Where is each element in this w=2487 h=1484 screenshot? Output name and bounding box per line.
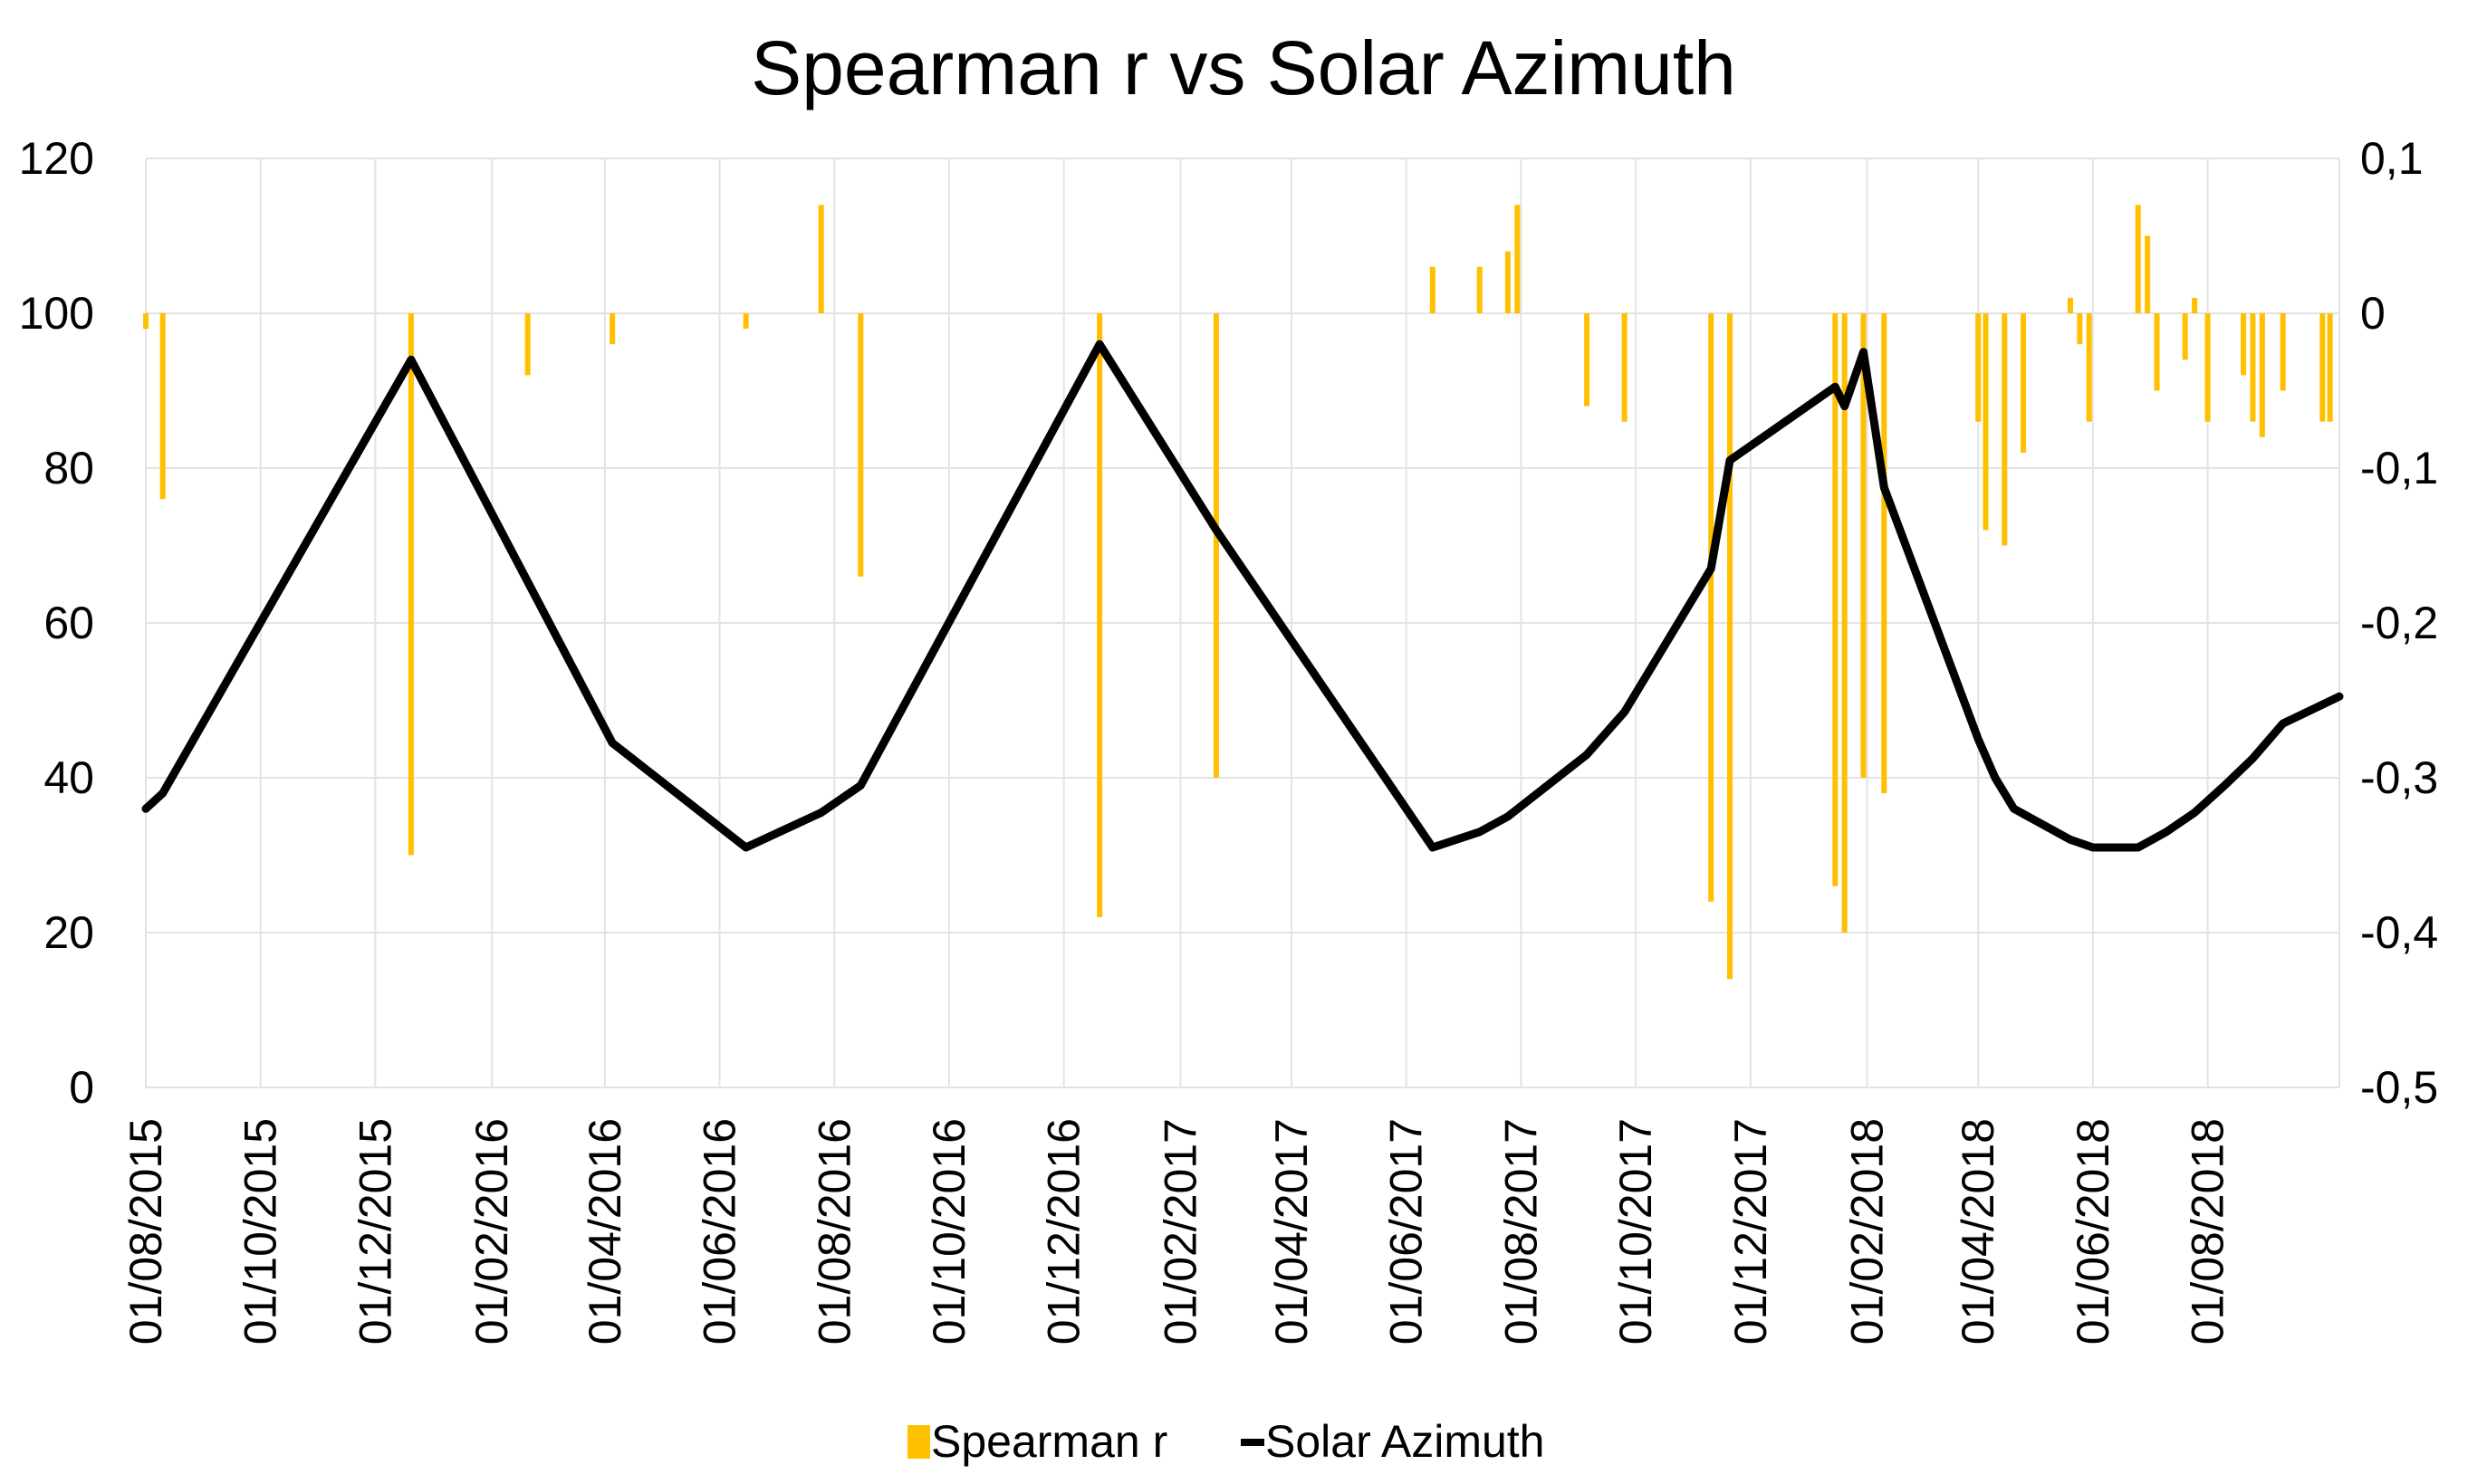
x-tick-label: 01/02/2018	[1842, 1118, 1893, 1345]
spearman-bar	[524, 313, 531, 376]
x-tick-label: 01/08/2015	[120, 1118, 171, 1345]
x-tick-label: 01/04/2018	[1953, 1118, 2003, 1345]
x-tick-label: 01/06/2016	[695, 1118, 745, 1345]
legend-swatch-spearman	[907, 1425, 930, 1459]
x-tick-label: 01/12/2015	[350, 1118, 400, 1345]
y-right-tick-label: -0,3	[2360, 752, 2438, 803]
spearman-bar	[1726, 313, 1733, 980]
y-left-tick-label: 80	[43, 443, 94, 493]
spearman-bar	[2135, 205, 2141, 313]
spearman-bar	[2319, 313, 2326, 422]
spearman-bar	[2241, 313, 2247, 376]
spearman-bar	[2021, 313, 2027, 453]
spearman-bar	[2002, 313, 2008, 546]
x-tick-label: 01/08/2017	[1495, 1118, 1546, 1345]
spearman-bar	[143, 313, 149, 330]
spearman-bar	[610, 313, 616, 345]
y-left-tick-label: 100	[19, 288, 94, 339]
x-tick-label: 01/08/2016	[809, 1118, 859, 1345]
spearman-bar	[1975, 313, 1982, 422]
spearman-bar	[2327, 313, 2333, 422]
spearman-bar	[1213, 313, 1219, 778]
spearman-bar	[2182, 313, 2188, 360]
x-tick-label: 01/06/2018	[2068, 1118, 2118, 1345]
y-left-tick-label: 40	[43, 752, 94, 803]
x-axis-ticks: 01/08/2015 01/10/2015 01/12/2015 01/02/2016…	[120, 1118, 2233, 1345]
y-left-tick-label: 0	[69, 1062, 94, 1113]
y-left-tick-label: 60	[43, 598, 94, 648]
y-right-tick-label: -0,1	[2360, 443, 2438, 493]
legend-label-spearman: Spearman r	[931, 1416, 1167, 1467]
y-right-tick-label: -0,2	[2360, 598, 2438, 648]
x-tick-label: 01/10/2015	[235, 1118, 286, 1345]
spearman-bar	[2154, 313, 2160, 391]
spearman-bars	[143, 205, 2333, 980]
spearman-bar	[2086, 313, 2092, 422]
spearman-bar	[1708, 313, 1714, 902]
spearman-bar	[1983, 313, 1989, 531]
spearman-bar	[2145, 235, 2151, 313]
x-tick-label: 01/12/2017	[1725, 1118, 1776, 1345]
spearman-bar	[2259, 313, 2265, 437]
legend: Spearman r Solar Azimuth	[907, 1416, 1544, 1467]
spearman-bar	[1097, 313, 1103, 917]
legend-label-azimuth: Solar Azimuth	[1265, 1416, 1544, 1467]
spearman-bar	[1429, 266, 1436, 313]
x-tick-label: 01/02/2017	[1156, 1118, 1206, 1345]
spearman-bar	[1881, 313, 1887, 794]
y-left-tick-label: 20	[43, 907, 94, 958]
spearman-bar	[159, 313, 166, 500]
spearman-bar	[1514, 205, 1521, 313]
spearman-bar	[2204, 313, 2211, 422]
spearman-bar	[858, 313, 864, 577]
y-left-tick-label: 120	[19, 133, 94, 184]
azimuth-line-group	[141, 340, 2344, 852]
spearman-bar	[818, 205, 824, 313]
x-tick-label: 01/10/2016	[924, 1118, 975, 1345]
x-tick-label: 01/10/2017	[1610, 1118, 1661, 1345]
spearman-bar	[743, 313, 749, 330]
solar-azimuth-line	[141, 340, 2344, 852]
x-tick-label: 01/06/2017	[1381, 1118, 1432, 1345]
x-tick-label: 01/04/2017	[1266, 1118, 1317, 1345]
chart-title: Spearman r vs Solar Azimuth	[751, 25, 1736, 110]
x-tick-label: 01/04/2016	[580, 1118, 630, 1345]
spearman-bar	[1841, 313, 1848, 933]
spearman-bar	[1584, 313, 1590, 407]
spearman-bar	[408, 313, 414, 856]
spearman-bar	[2192, 297, 2198, 313]
y-right-tick-label: 0	[2360, 288, 2386, 339]
y-right-tick-label: -0,4	[2360, 907, 2438, 958]
left-axis-ticks: 0 20 40 60 80 100 120	[19, 133, 94, 1113]
spearman-bar	[1860, 313, 1867, 778]
y-right-tick-label: 0,1	[2360, 133, 2424, 184]
spearman-bar	[1832, 313, 1839, 886]
gridlines	[145, 158, 2340, 1088]
spearman-bar	[1476, 266, 1483, 313]
right-axis-ticks: -0,5 -0,4 -0,3 -0,2 -0,1 0 0,1	[2360, 133, 2438, 1113]
x-tick-label: 01/08/2018	[2183, 1118, 2233, 1345]
spearman-bar	[2077, 313, 2083, 345]
x-tick-label: 01/02/2016	[466, 1118, 517, 1345]
spearman-bar	[2250, 313, 2256, 422]
y-right-tick-label: -0,5	[2360, 1062, 2438, 1113]
spearman-bar	[1621, 313, 1628, 422]
spearman-bar	[2280, 313, 2286, 391]
spearman-bar	[1504, 251, 1511, 313]
x-tick-label: 01/12/2016	[1039, 1118, 1090, 1345]
spearman-bar	[2067, 297, 2073, 313]
